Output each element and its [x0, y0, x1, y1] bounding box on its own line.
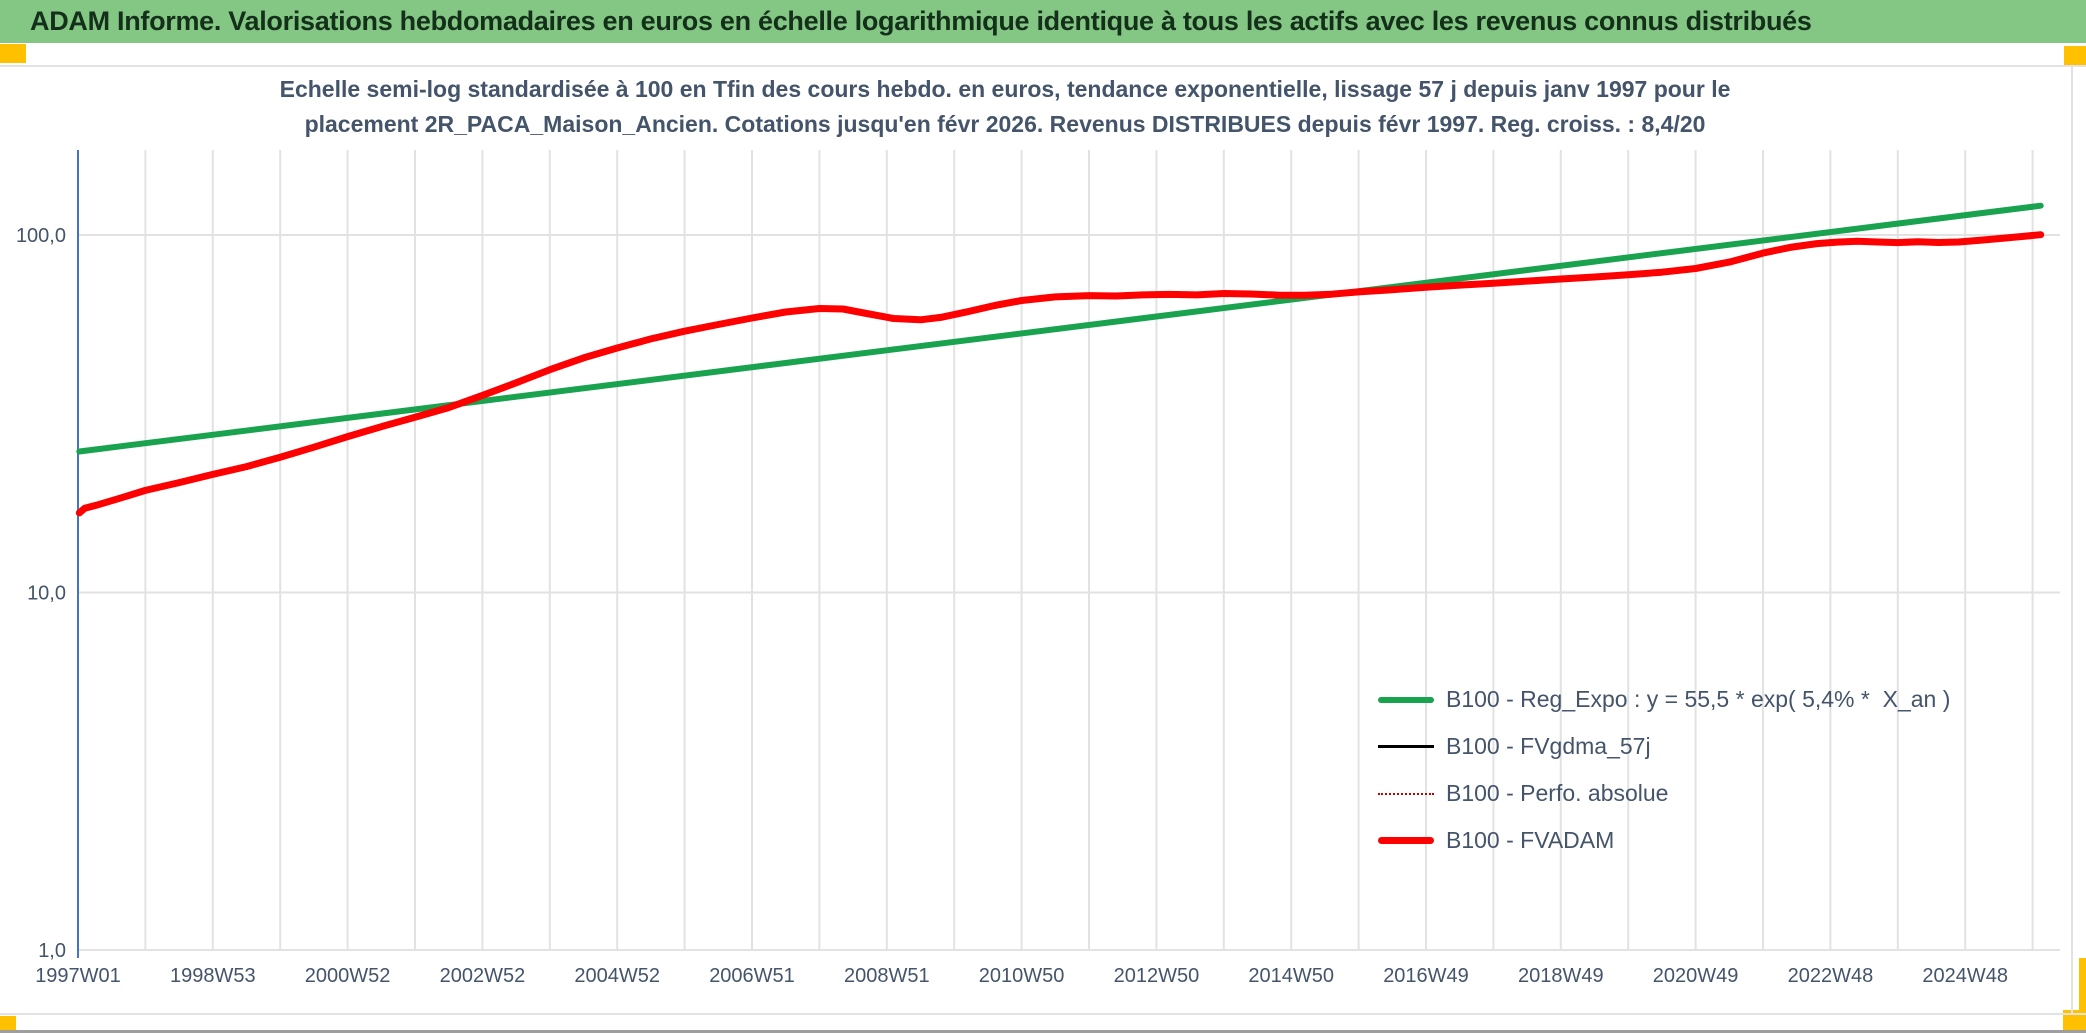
x-tick-label: 2014W50 [1248, 965, 1334, 987]
frame-line-top [0, 65, 2086, 67]
x-tick-label: 2022W48 [1788, 965, 1874, 987]
red-dotted-swatch-icon [1378, 792, 1434, 795]
red-line-swatch-icon [1378, 837, 1434, 844]
green-line-swatch-icon [1378, 696, 1434, 703]
gold-accent-bottom-right [2063, 1010, 2086, 1030]
x-tick-label: 2018W49 [1518, 965, 1604, 987]
legend-item-fvgdma[interactable]: B100 - FVgdma_57j [1378, 723, 1950, 770]
chart-title: Echelle semi-log standardisée à 100 en T… [0, 72, 2010, 142]
horizontal-gridlines [78, 234, 2060, 951]
x-tick-label: 2010W50 [979, 965, 1065, 987]
chart-title-line2: placement 2R_PACA_Maison_Ancien. Cotatio… [304, 111, 1706, 137]
legend[interactable]: B100 - Reg_Expo : y = 55,5 * exp( 5,4% *… [1378, 676, 1950, 864]
y-axis-labels: 100,0 10,0 1,0 [16, 225, 66, 962]
gold-accent-top-left [0, 44, 26, 63]
y-tick-label: 100,0 [16, 225, 66, 247]
chart-title-line1: Echelle semi-log standardisée à 100 en T… [279, 76, 1731, 102]
legend-item-reg-expo[interactable]: B100 - Reg_Expo : y = 55,5 * exp( 5,4% *… [1378, 676, 1950, 723]
gold-accent-right-bar [2079, 958, 2086, 1031]
x-tick-label: 2020W49 [1653, 965, 1739, 987]
x-axis-labels: 1997W01 1998W53 2000W52 2002W52 2004W52 2006W… [35, 965, 2008, 987]
x-tick-label: 2024W48 [1922, 965, 2008, 987]
x-tick-label: 2006W51 [709, 965, 795, 987]
legend-item-perfo-absolue[interactable]: B100 - Perfo. absolue [1378, 770, 1950, 817]
y-tick-label: 10,0 [27, 583, 66, 605]
legend-label: B100 - Perfo. absolue [1446, 780, 1669, 806]
x-tick-label: 2012W50 [1114, 965, 1200, 987]
series-b100-fvadam [75, 231, 2045, 517]
series-b100-reg-expo [76, 202, 2044, 455]
gold-accent-bottom-left [0, 1016, 16, 1031]
vertical-gridlines [144, 150, 2034, 950]
y-tick-label: 1,0 [38, 940, 66, 962]
x-tick-label: 1997W01 [35, 965, 121, 987]
frame-line-bottom [0, 1013, 2086, 1015]
legend-label: B100 - FVgdma_57j [1446, 733, 1651, 759]
series-b100-perfo-absolue [78, 233, 2042, 514]
banner-title: ADAM Informe. Valorisations hebdomadaire… [30, 6, 1812, 36]
gold-accent-top-right [2064, 46, 2086, 65]
black-line-swatch-icon [1378, 745, 1434, 748]
legend-item-fvadam[interactable]: B100 - FVADAM [1378, 817, 1950, 864]
banner: ADAM Informe. Valorisations hebdomadaire… [0, 0, 2086, 43]
x-tick-label: 2004W52 [574, 965, 660, 987]
x-tick-label: 2002W52 [440, 965, 526, 987]
series-b100-fvgdma-57j [78, 233, 2042, 515]
page-bottom-edge [0, 1030, 2086, 1033]
x-tick-label: 2008W51 [844, 965, 930, 987]
legend-label: B100 - Reg_Expo : y = 55,5 * exp( 5,4% *… [1446, 686, 1951, 712]
frame-line-right [2071, 65, 2073, 1013]
x-tick-label: 2016W49 [1383, 965, 1469, 987]
x-tick-label: 1998W53 [170, 965, 256, 987]
legend-label: B100 - FVADAM [1446, 827, 1615, 853]
x-tick-label: 2000W52 [305, 965, 391, 987]
